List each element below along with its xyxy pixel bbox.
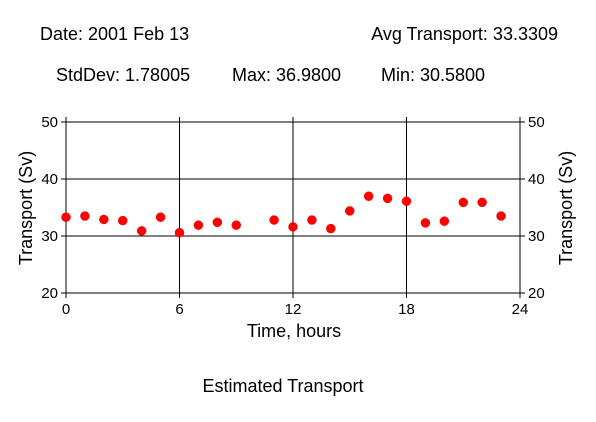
data-point [401,196,412,206]
x-axis-label: Time, hours [247,321,341,341]
data-point [345,206,355,216]
data-point [61,212,71,222]
data-point [363,191,374,201]
y-tick-label-right: 30 [528,228,545,245]
chart-title: Estimated Transport [202,376,363,396]
avg-transport-label: Avg Transport: 33.3309 [371,24,558,44]
y-tick-label-left: 50 [41,114,58,131]
data-point [174,227,185,238]
data-point [496,211,506,221]
date-label: Date: 2001 Feb 13 [40,24,189,44]
grid-lines [66,122,520,293]
axis-ticks [61,117,525,298]
stddev-label: StdDev: 1.78005 [56,65,190,85]
y-tick-label-left: 30 [41,228,58,245]
max-label: Max: 36.9800 [232,65,341,85]
x-tick-label: 0 [62,301,70,318]
y-tick-label-left: 20 [41,285,58,302]
data-point [136,226,147,236]
y-tick-label-right: 50 [528,114,545,131]
data-point [155,212,166,222]
data-point [307,215,317,225]
data-point [231,220,241,230]
data-point [420,218,431,228]
y-tick-label-right: 20 [528,285,545,302]
data-point [80,211,90,221]
y-tick-label-right: 40 [528,171,545,188]
data-point [269,215,279,225]
data-point [439,216,450,226]
y-tick-label-left: 40 [41,171,58,188]
min-label: Min: 30.5800 [381,65,485,85]
data-point [382,193,393,204]
data-point [477,197,487,208]
data-point [288,222,298,232]
data-point [193,220,204,230]
y-axis-label-left: Transport (Sv) [16,151,36,265]
data-point [99,214,109,225]
x-tick-label: 6 [175,301,183,318]
data-point [118,215,128,226]
data-point [212,217,223,228]
x-tick-label: 24 [512,301,529,318]
x-tick-label: 12 [285,301,302,318]
data-point [458,197,468,208]
data-point [326,223,336,234]
data-points [61,191,506,238]
y-axis-label-right: Transport (Sv) [556,151,576,265]
x-tick-label: 18 [398,301,415,318]
